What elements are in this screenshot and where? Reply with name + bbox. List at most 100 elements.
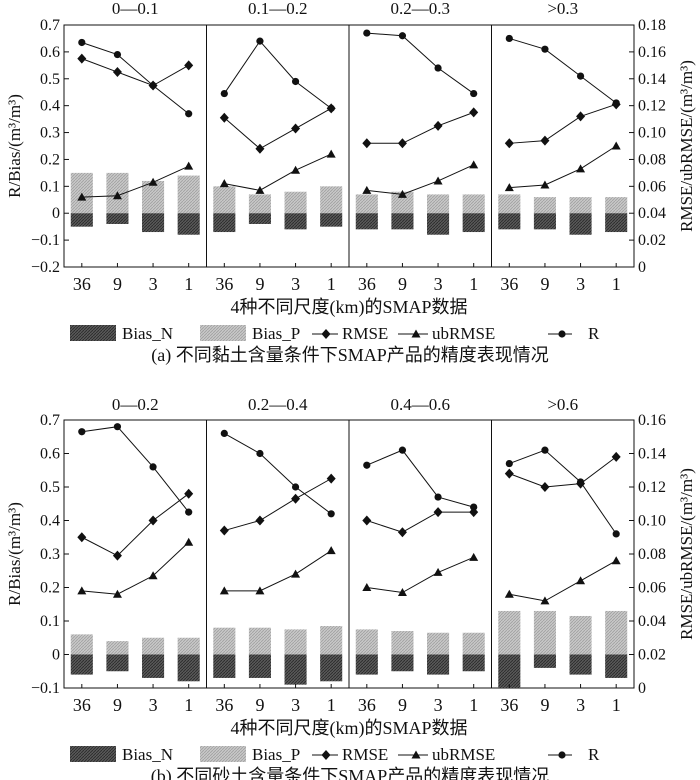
r-line: [224, 432, 332, 515]
bias-n-bar: [177, 654, 200, 682]
x-tick-label: 1: [327, 695, 336, 715]
rmse-point: [397, 527, 407, 538]
x-tick-label: 1: [184, 274, 193, 294]
r-point: [541, 45, 549, 53]
r-point: [612, 530, 620, 538]
y2-tick-label: 0.14: [638, 446, 666, 463]
bias-p-bar: [355, 194, 378, 214]
bias-n-bar: [427, 213, 450, 235]
rmse-point: [469, 107, 479, 118]
legend-swatch-bias-p: [200, 325, 246, 341]
y-tick-label: 0.6: [40, 446, 60, 463]
y-tick-label: 0.5: [40, 479, 60, 496]
ubrmse-point: [433, 567, 443, 576]
r-point: [470, 89, 478, 98]
legend-swatch-bias-p: [200, 746, 246, 762]
legend-label-ubrmse: ubRMSE: [432, 324, 495, 343]
x-tick-label: 3: [434, 695, 443, 715]
x-tick-label: 3: [291, 695, 300, 715]
bias-p-bar: [391, 191, 414, 214]
ubrmse-point: [540, 180, 550, 189]
ubrmse-point: [362, 185, 372, 194]
rmse-line: [509, 456, 617, 488]
x-tick-label: 3: [434, 274, 443, 294]
bias-n-bar: [462, 213, 485, 233]
rmse-point: [255, 143, 265, 154]
rmse-point: [611, 451, 621, 462]
r-point: [505, 459, 513, 468]
y-tick-label: 0.2: [40, 580, 60, 597]
r-point: [576, 72, 585, 80]
ubrmse-line: [224, 550, 332, 592]
bias-p-bar: [427, 632, 450, 655]
y2-tick-label: 0.12: [638, 98, 666, 115]
y2-tick-label: 0.02: [638, 647, 666, 664]
legend-swatch-bias-n: [70, 746, 116, 762]
rmse-line: [509, 103, 617, 144]
ubrmse-point: [469, 552, 479, 561]
ubrmse-point: [77, 192, 87, 201]
ubrmse-point: [112, 191, 122, 200]
x-tick-label: 3: [291, 274, 300, 294]
bias-n-bar: [284, 213, 307, 230]
bias-n-bar: [106, 213, 129, 224]
x-tick-label: 36: [73, 274, 91, 294]
r-point: [78, 38, 86, 47]
r-point: [327, 104, 335, 112]
x-tick-label: 1: [469, 695, 478, 715]
ubrmse-point: [469, 160, 479, 169]
bias-n-bar: [142, 213, 165, 233]
bias-p-bar: [70, 634, 93, 655]
r-point: [113, 423, 122, 431]
r-point: [505, 34, 513, 43]
y2-tick-label: 0.04: [638, 205, 666, 222]
legend-marker-r: [558, 330, 566, 338]
x-tick-label: 3: [576, 274, 585, 294]
bias-n-bar: [70, 213, 93, 227]
r-point: [398, 446, 407, 454]
r-point: [434, 64, 442, 72]
rmse-point: [326, 473, 336, 484]
bias-p-bar: [605, 197, 628, 214]
rmse-point: [362, 515, 372, 526]
x-axis-title: 4种不同尺度(km)的SMAP数据: [230, 718, 467, 739]
rmse-point: [77, 532, 87, 543]
r-point: [363, 461, 371, 469]
ubrmse-line: [509, 560, 617, 602]
y2-tick-label: 0.10: [638, 513, 666, 530]
y2-axis-title: RMSE/ubRMSE/(m³/m³): [677, 468, 696, 640]
r-point: [398, 32, 407, 40]
bias-n-bar: [391, 654, 414, 672]
ubrmse-point: [576, 576, 586, 585]
y-tick-label: 0.6: [40, 44, 60, 61]
rmse-line: [223, 107, 332, 150]
ubrmse-line: [509, 145, 617, 189]
panel-a: −0.2 −0.1 0 0.1 0.2 0.3 0.4 0.5 0.6 0.7 0 0.02 0.04 0…: [5, 0, 696, 366]
y-tick-label: 0.1: [40, 178, 60, 195]
ubrmse-line: [81, 165, 189, 198]
legend-label-r: R: [588, 745, 600, 764]
r-point: [541, 446, 549, 454]
y-tick-label: −0.1: [31, 680, 60, 697]
bias-n-bar: [427, 654, 450, 675]
bias-n-bar: [248, 654, 271, 678]
bias-p-bar: [498, 194, 521, 214]
x-tick-label: 9: [398, 274, 407, 294]
y2-tick-label: 0.08: [638, 546, 666, 563]
ubrmse-point: [184, 161, 194, 170]
legend-marker-r: [558, 751, 566, 759]
rmse-point: [576, 111, 586, 122]
y-tick-label: 0.5: [40, 71, 60, 88]
y-tick-label: 0: [52, 647, 60, 664]
group-label: 0.2—0.3: [391, 0, 451, 18]
rmse-point: [184, 60, 194, 71]
rmse-point: [219, 525, 229, 536]
bias-p-bar: [177, 175, 200, 214]
rmse-point: [112, 550, 122, 561]
rmse-point: [148, 515, 158, 526]
group-label: 0—0.2: [112, 395, 159, 414]
y-tick-label: 0.4: [40, 98, 60, 115]
y2-tick-label: 0.12: [638, 479, 666, 496]
x-tick-label: 36: [215, 274, 233, 294]
rmse-line: [366, 111, 474, 144]
